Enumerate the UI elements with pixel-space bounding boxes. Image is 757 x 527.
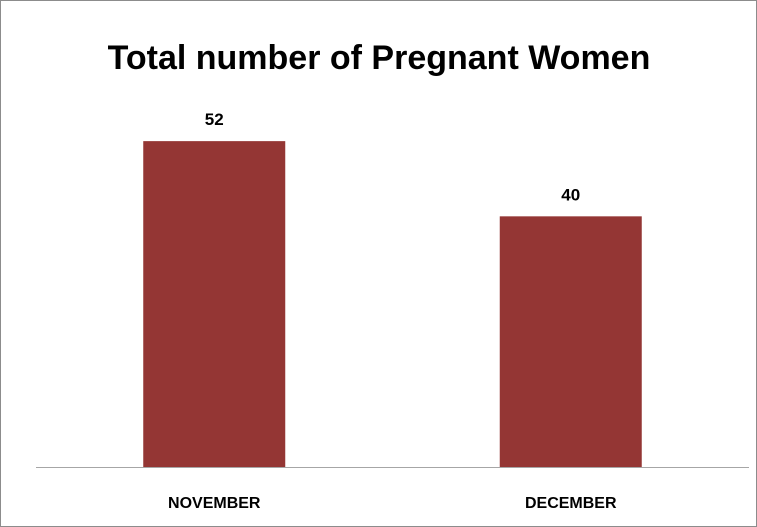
data-labels-layer: 52 40 bbox=[205, 110, 580, 204]
chart-title: Total number of Pregnant Women bbox=[108, 39, 651, 77]
data-label-november: 52 bbox=[205, 110, 224, 129]
tick-label-november: NOVEMBER bbox=[168, 495, 261, 512]
bars-layer bbox=[143, 141, 642, 467]
x-axis-tick-labels: NOVEMBER DECEMBER bbox=[168, 495, 617, 512]
bar-november bbox=[143, 141, 286, 467]
bar-december bbox=[499, 216, 642, 467]
tick-label-december: DECEMBER bbox=[525, 495, 617, 512]
data-label-december: 40 bbox=[561, 185, 580, 204]
